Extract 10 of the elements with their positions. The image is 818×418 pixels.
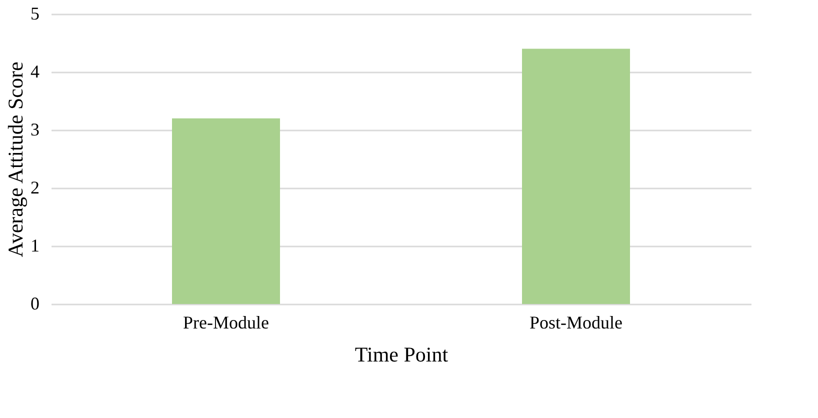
y-tick-label: 2 bbox=[30, 178, 40, 198]
y-tick-label: 5 bbox=[30, 4, 40, 24]
y-axis-title: Average Attitude Score bbox=[4, 62, 28, 258]
x-tick-label: Pre-Module bbox=[183, 312, 269, 332]
x-tick-label: Post-Module bbox=[529, 312, 623, 332]
y-tick-label: 4 bbox=[30, 62, 40, 82]
y-tick-label: 1 bbox=[30, 236, 40, 256]
y-tick-label: 3 bbox=[30, 120, 40, 140]
y-tick-label: 0 bbox=[30, 294, 40, 314]
x-axis-title: Time Point bbox=[354, 342, 448, 366]
